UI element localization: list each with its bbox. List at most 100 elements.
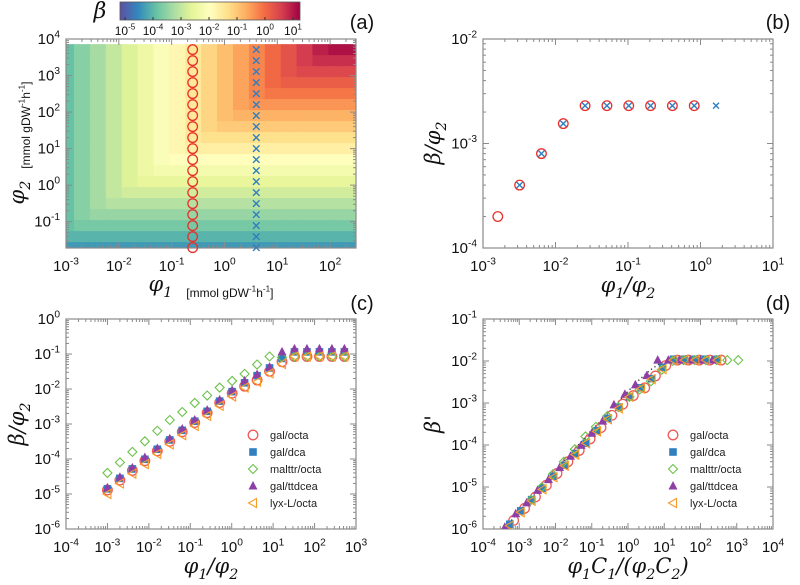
heatmap-cell (344, 132, 356, 144)
heatmap-cell (185, 44, 202, 56)
heatmap-cell (66, 154, 75, 166)
heatmap-cell (89, 44, 107, 56)
heatmap-cell (137, 99, 155, 111)
heatmap-cell (73, 198, 91, 210)
heatmap-cell (296, 165, 314, 177)
heatmap-cell (328, 198, 345, 210)
heatmap-cell (66, 44, 75, 56)
heatmap-cell (344, 66, 356, 78)
x-tick-label: 10-3 (95, 537, 121, 556)
heatmap-cell (121, 154, 139, 166)
data-point (506, 520, 514, 529)
heatmap-cell (264, 55, 282, 67)
series-malttr-octa (102, 351, 350, 479)
data-point (177, 423, 187, 433)
x-tick-label: 10-3 (506, 537, 532, 556)
panel-label: (a) (350, 12, 374, 34)
heatmap-cell (328, 187, 345, 199)
heatmap-cell (264, 187, 282, 199)
legend-label: gal/dca (690, 447, 726, 459)
y-axis-label: β/φ2 (421, 122, 450, 166)
data-point (289, 343, 299, 353)
data-point (189, 397, 201, 409)
heatmap-cell (89, 187, 107, 199)
data-point (515, 506, 525, 518)
data-point (127, 446, 138, 458)
data-point (252, 210, 261, 219)
heatmap-cell (264, 242, 282, 248)
data-point (543, 474, 553, 484)
heatmap-cell (73, 209, 91, 221)
data-point (276, 358, 287, 370)
heatmap-cell (121, 242, 139, 248)
heatmap-cell (264, 176, 282, 188)
data-point (559, 460, 569, 472)
heatmap-cell (280, 165, 298, 177)
heatmap-cell (137, 187, 155, 199)
legend-label: gal/ttdcea (690, 481, 739, 493)
heatmap-cell (217, 55, 234, 67)
heatmap-cell (66, 176, 75, 188)
heatmap-cell (328, 55, 345, 67)
data-point (187, 143, 199, 155)
data-point (580, 437, 591, 449)
heatmap-cell (66, 121, 75, 133)
data-point (114, 457, 126, 468)
heatmap-cell (328, 231, 345, 243)
data-point (176, 406, 188, 418)
data-point (127, 462, 137, 472)
heatmap-cell (264, 66, 282, 78)
heatmap-cell (217, 99, 234, 111)
series-layer (492, 100, 720, 222)
heatmap-cell (232, 231, 250, 243)
data-point (625, 393, 634, 401)
heatmap-cell (232, 88, 250, 100)
data-point (187, 121, 199, 133)
heatmap-cell (185, 66, 202, 78)
heatmap-cell (232, 242, 250, 248)
heatmap-cell (296, 176, 314, 188)
data-point (278, 354, 286, 363)
heatmap-cell (264, 99, 282, 111)
data-point (251, 359, 263, 370)
heatmap-cell (121, 121, 139, 133)
data-point (504, 520, 514, 529)
heatmap-cell (169, 44, 186, 56)
heatmap-cell (185, 165, 202, 177)
x-tick-label: 101 (653, 537, 676, 556)
series-layer (187, 44, 261, 254)
colorbar-gradient (119, 1, 301, 21)
colorbar-tick-label: 10-4 (143, 23, 164, 38)
data-point (252, 166, 261, 175)
heatmap-cell (328, 165, 345, 177)
y-tick-label: 10-4 (451, 435, 477, 454)
data-point (579, 100, 591, 112)
data-point (187, 77, 199, 89)
heatmap-cell (66, 110, 75, 122)
heatmap-cell (280, 220, 298, 232)
heatmap-cell (217, 220, 234, 232)
series-crosses (252, 45, 261, 252)
heatmap-cell (185, 55, 202, 67)
heatmap-cell (137, 176, 155, 188)
heatmap-cell (217, 176, 234, 188)
legend-label: gal/ttdcea (270, 481, 319, 493)
heatmap-cell (153, 77, 170, 89)
heatmap-cell (280, 55, 298, 67)
heatmap-cell (280, 99, 298, 111)
plot-frame (65, 38, 357, 249)
heatmap-cell (66, 88, 75, 100)
x-tick-label: 101 (266, 256, 289, 275)
data-point (240, 375, 250, 385)
series-circles (187, 44, 199, 254)
heatmap-cell (232, 209, 250, 221)
heatmap-cell (232, 77, 250, 89)
x-tick-label: 102 (689, 537, 712, 556)
heatmap-cell (201, 242, 218, 248)
data-point (187, 110, 199, 122)
heatmap-cell (280, 110, 298, 122)
y-tick-label: 10-1 (34, 344, 60, 363)
data-point (609, 399, 619, 409)
data-point (623, 100, 635, 112)
heatmap-cell (328, 66, 345, 78)
